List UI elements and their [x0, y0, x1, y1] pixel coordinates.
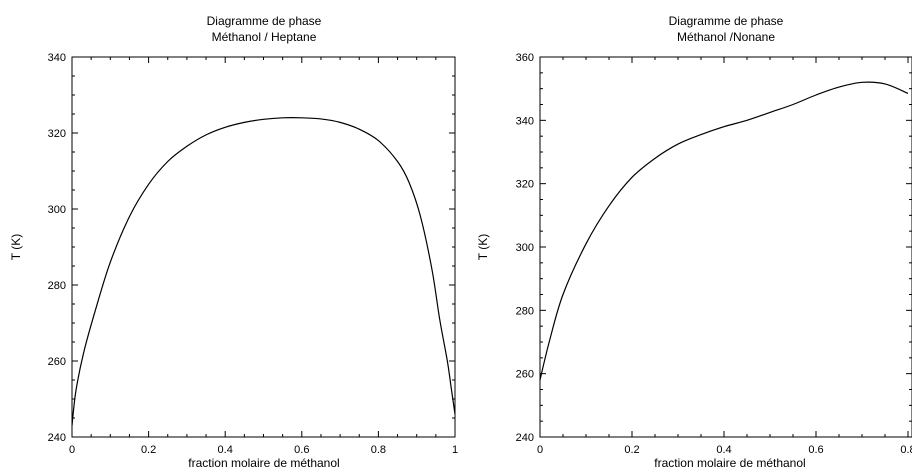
y-tick-label: 300 — [516, 242, 534, 254]
x-tick-label: 0.2 — [624, 444, 639, 456]
chart-subtitle: Méthanol /Nonane — [677, 30, 775, 44]
chart-nonane: Diagramme de phase Méthanol /Nonane T (K… — [476, 14, 912, 470]
plot-frame — [539, 56, 912, 438]
chart-heptane: Diagramme de phase Méthanol / Heptane T … — [9, 14, 458, 470]
y-tick-label: 260 — [516, 369, 534, 381]
x-tick-label: 0 — [537, 444, 543, 456]
y-tick-label: 360 — [516, 52, 534, 64]
x-tick-label: 0.6 — [808, 444, 823, 456]
chart-subtitle: Méthanol / Heptane — [212, 30, 317, 44]
y-tick-label: 320 — [48, 128, 66, 140]
x-tick-label: 0 — [69, 444, 75, 456]
x-tick-label: 0.4 — [218, 444, 233, 456]
x-tick-label: 1 — [452, 444, 458, 456]
y-axis-label: T (K) — [476, 234, 490, 260]
y-tick-label: 280 — [516, 305, 534, 317]
chart-title: Diagramme de phase — [207, 14, 322, 28]
y-tick-label: 280 — [48, 280, 66, 292]
y-tick-label: 260 — [48, 356, 66, 368]
x-tick-label: 0.4 — [716, 444, 731, 456]
phase-curve — [71, 117, 456, 426]
plot-frame — [71, 56, 456, 438]
y-tick-label: 320 — [516, 179, 534, 191]
y-tick-label: 300 — [48, 204, 66, 216]
y-axis-label: T (K) — [9, 234, 23, 260]
phase-curve — [539, 81, 909, 381]
x-tick-label: 0.2 — [141, 444, 156, 456]
x-tick-label: 0.6 — [294, 444, 309, 456]
y-tick-label: 340 — [48, 52, 66, 64]
x-axis-label: fraction molaire de méthanol — [188, 456, 339, 470]
x-tick-label: 0.8 — [371, 444, 386, 456]
x-axis-label: fraction molaire de méthanol — [654, 456, 805, 470]
tick-group: 240 260 280 300 320 340 360 0 0.2 0.4 0.6 0.8 — [516, 52, 912, 456]
y-tick-label: 340 — [516, 115, 534, 127]
y-tick-label: 240 — [516, 432, 534, 444]
chart-title: Diagramme de phase — [669, 14, 784, 28]
tick-group: 240 260 280 300 320 340 0 0.2 0.4 0.6 0.8 1 — [48, 52, 458, 456]
x-tick-label: 0.8 — [900, 444, 912, 456]
y-tick-label: 240 — [48, 432, 66, 444]
